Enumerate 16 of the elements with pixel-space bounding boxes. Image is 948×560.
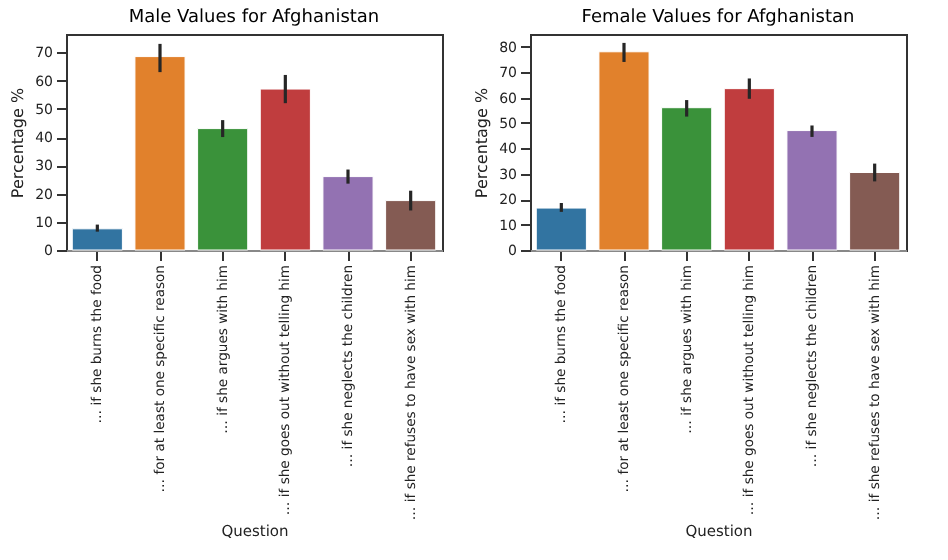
bar	[134, 56, 186, 251]
bar	[723, 88, 775, 251]
y-axis-title: Percentage %	[473, 87, 492, 199]
bar	[535, 207, 587, 251]
bar	[849, 171, 901, 251]
bar	[786, 130, 838, 251]
chart-title: Female Values for Afghanistan	[581, 8, 855, 28]
y-axis-title: Percentage %	[9, 87, 28, 199]
bar	[71, 228, 123, 251]
bar	[385, 200, 437, 251]
chart-title: Male Values for Afghanistan	[128, 8, 380, 28]
bar	[598, 51, 650, 251]
bar	[322, 176, 374, 251]
bar	[661, 107, 713, 251]
bar	[197, 128, 249, 251]
bar	[259, 88, 311, 251]
